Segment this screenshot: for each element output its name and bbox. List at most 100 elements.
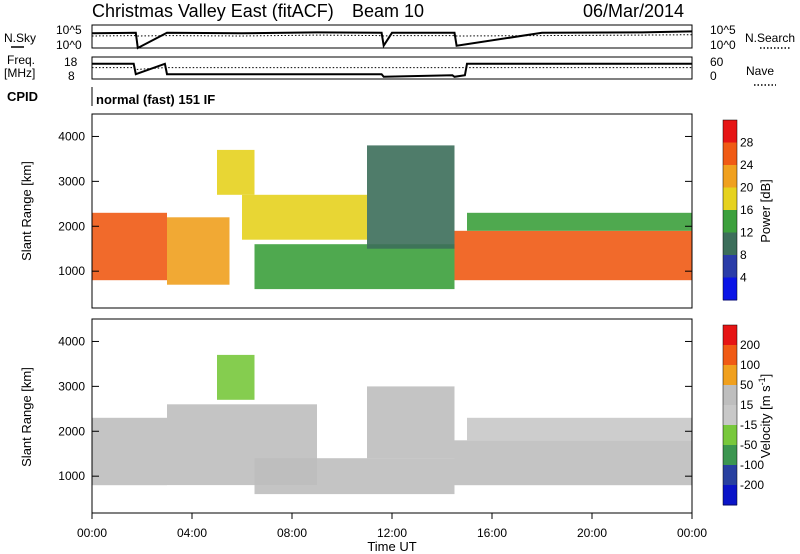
velocity-axes: 1000 2000 3000 4000 <box>58 334 692 483</box>
time-tick-label: 12:00 <box>377 526 407 540</box>
power-ytick-label: 4000 <box>58 129 85 143</box>
velocity-echo-region <box>92 417 167 486</box>
velocity-colorbar-tick: 15 <box>740 398 754 412</box>
velocity-ytick-label: 2000 <box>58 424 85 438</box>
time-tick-label: 08:00 <box>277 526 307 540</box>
velocity-echo-region <box>217 354 255 400</box>
power-ytick-label: 1000 <box>58 264 85 278</box>
velocity-colorbar-frame <box>722 324 738 506</box>
velocity-colorbar-swatch <box>723 385 737 406</box>
nsky-tick-top: 10^5 <box>56 23 82 37</box>
velocity-colorbar-swatch <box>723 485 737 506</box>
time-tick-label: 00:00 <box>77 526 107 540</box>
velocity-echo-region <box>454 440 692 486</box>
nsky-line <box>91 30 693 50</box>
power-colorbar-swatch <box>723 142 737 166</box>
velocity-echo-region <box>467 417 692 441</box>
power-colorbar-swatch <box>723 210 737 233</box>
velocity-colorbar-tick: 50 <box>740 378 754 392</box>
nsearch-tick-bottom: 10^0 <box>710 38 736 52</box>
velocity-colorbar-swatch <box>723 345 737 366</box>
velocity-colorbar-swatch <box>723 445 737 466</box>
power-colorbar-tick: 28 <box>740 136 754 150</box>
velocity-colorbar-tick: 200 <box>740 338 760 352</box>
velocity-colorbar: 200 100 50 15 -15 -50 -100 -200 <box>722 324 764 506</box>
power-echo-region <box>454 230 692 281</box>
power-ylabel: Slant Range [km] <box>19 161 34 261</box>
cpid-label: CPID <box>7 89 38 104</box>
velocity-ytick-label: 4000 <box>58 334 85 348</box>
power-colorbar-tick: 16 <box>740 203 754 217</box>
velocity-colorbar-swatch <box>723 425 737 446</box>
nsearch-label: N.Search <box>745 31 795 45</box>
power-colorbar-label: Power [dB] <box>758 179 773 243</box>
power-echo-region <box>467 212 692 231</box>
nsky-label: N.Sky <box>4 31 36 45</box>
power-colorbar-tick: 8 <box>740 248 747 262</box>
velocity-colorbar-swatch <box>723 465 737 486</box>
freq-tick-top: 18 <box>64 55 78 69</box>
beam-title: Beam 10 <box>352 1 424 21</box>
time-tick-label: 00:00 <box>677 526 707 540</box>
nsky-series <box>91 30 693 50</box>
freq-line <box>92 62 692 78</box>
time-tick-label: 20:00 <box>577 526 607 540</box>
nave-tick-top: 60 <box>710 55 724 69</box>
power-colorbar-swatch <box>723 120 737 143</box>
nave-line <box>92 67 692 71</box>
freq-tick-bottom: 8 <box>68 69 75 83</box>
power-panel-frame <box>91 113 693 309</box>
power-colorbar-tick: 24 <box>740 158 754 172</box>
date-title: 06/Mar/2014 <box>583 1 684 21</box>
velocity-colorbar-swatch <box>723 325 737 346</box>
power-colorbar-swatch <box>723 277 737 301</box>
power-colorbar-swatch <box>723 255 737 278</box>
station-title: Christmas Valley East (fitACF) <box>92 1 334 21</box>
power-colorbar-frame <box>722 119 738 301</box>
power-axes: 1000 2000 3000 4000 <box>58 129 692 278</box>
nsearch-line <box>91 34 693 37</box>
power-colorbar-tick: 12 <box>740 226 754 240</box>
power-colorbar-swatch <box>723 187 737 211</box>
power-colorbar-swatch <box>723 165 737 188</box>
velocity-colorbar-tick: -200 <box>740 478 764 492</box>
nsearch-tick-top: 10^5 <box>710 23 736 37</box>
nave-tick-bottom: 0 <box>710 69 717 83</box>
power-colorbar-swatch <box>723 232 737 256</box>
velocity-colorbar-tick: -15 <box>740 418 758 432</box>
velocity-colorbar-tick: -50 <box>740 438 758 452</box>
velocity-echo-region <box>254 458 455 495</box>
nsky-tick-bottom: 10^0 <box>56 38 82 52</box>
velocity-colorbar-label: Velocity [m s-1] <box>757 374 773 459</box>
time-tick-label: 04:00 <box>177 526 207 540</box>
power-ytick-label: 3000 <box>58 174 85 188</box>
power-echo-region <box>367 145 455 249</box>
power-echo-region <box>254 244 455 290</box>
velocity-ylabel: Slant Range [km] <box>19 367 34 467</box>
power-echo-region <box>242 194 367 240</box>
velocity-colorbar-tick: 100 <box>740 358 760 372</box>
power-echo-region <box>217 149 255 195</box>
velocity-colorbar-swatch <box>723 405 737 426</box>
freq-label: Freq. <box>7 53 35 67</box>
time-axis-ticks: 00:00 04:00 08:00 12:00 16:00 20:00 00:00 <box>77 513 707 540</box>
nave-label: Nave <box>746 64 774 78</box>
cpid-value: normal (fast) 151 IF <box>96 92 215 107</box>
time-tick-label: 16:00 <box>477 526 507 540</box>
power-colorbar-tick: 4 <box>740 271 747 285</box>
velocity-heatmap <box>92 354 692 495</box>
velocity-ytick-label: 1000 <box>58 469 85 483</box>
velocity-ytick-label: 3000 <box>58 379 85 393</box>
time-axis-label: Time UT <box>367 539 416 554</box>
velocity-colorbar-swatch <box>723 365 737 386</box>
power-echo-region <box>167 217 230 285</box>
power-ytick-label: 2000 <box>58 219 85 233</box>
velocity-colorbar-tick: -100 <box>740 458 764 472</box>
nsky-panel-frame <box>91 24 693 49</box>
power-colorbar: 4 8 12 16 20 24 28 <box>722 119 754 301</box>
velocity-echo-region <box>367 386 455 459</box>
power-echo-region <box>92 212 167 281</box>
power-heatmap <box>92 145 692 290</box>
freq-series <box>92 62 692 78</box>
